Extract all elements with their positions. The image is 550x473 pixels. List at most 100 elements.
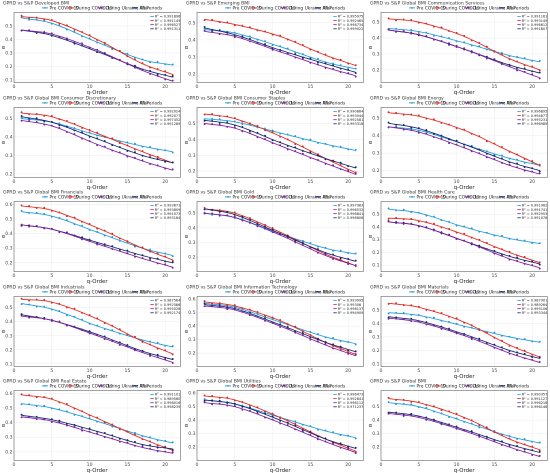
- data-point: [485, 248, 488, 251]
- data-point: [50, 318, 53, 321]
- data-point: [339, 345, 342, 348]
- data-point: [387, 110, 390, 113]
- data-point: [523, 161, 526, 164]
- data-point: [409, 320, 412, 322]
- data-point: [515, 346, 518, 349]
- data-point: [302, 332, 305, 335]
- data-point: [409, 113, 412, 116]
- r-squared-value: R² = 0.995975: [338, 15, 364, 19]
- data-point: [477, 239, 480, 241]
- y-tick-label: 0.5: [5, 217, 12, 223]
- y-tick-label: 0.1: [372, 263, 379, 269]
- data-point: [530, 441, 533, 444]
- data-point: [50, 34, 53, 37]
- legend-marker: [436, 290, 439, 293]
- data-point: [65, 130, 68, 133]
- data-point: [470, 227, 473, 230]
- legend-label: During Ukraine War: [289, 100, 332, 106]
- data-point: [523, 451, 526, 453]
- data-point: [347, 435, 350, 438]
- data-point: [317, 245, 320, 248]
- data-point: [523, 157, 526, 160]
- data-point: [500, 145, 503, 148]
- data-point: [88, 135, 91, 138]
- data-point: [164, 255, 167, 258]
- data-point: [149, 250, 152, 253]
- r-squared-value: R² = 0.998016: [155, 401, 181, 405]
- data-point: [440, 35, 443, 38]
- data-point: [493, 50, 495, 53]
- r-squared-value: R² = 0.998606: [338, 216, 364, 220]
- data-point: [149, 153, 152, 156]
- data-point: [211, 212, 214, 215]
- data-point: [440, 325, 443, 328]
- r-squared-value: R² = 0.999022: [338, 27, 364, 31]
- data-point: [164, 252, 167, 255]
- data-point: [324, 67, 327, 69]
- data-point: [133, 441, 136, 444]
- data-point: [500, 235, 503, 238]
- data-point: [355, 264, 357, 267]
- data-point: [111, 434, 114, 437]
- r-squared-value: R² = 0.990357: [521, 393, 547, 397]
- data-point: [43, 418, 46, 421]
- data-point: [88, 130, 91, 133]
- r-squared-value: R² = 0.993318: [338, 122, 364, 126]
- y-tick-label: 0.3: [5, 153, 12, 159]
- y-tick-label: 0.4: [189, 37, 196, 43]
- data-point: [234, 125, 237, 128]
- data-point: [324, 142, 327, 145]
- r-squared-background: [149, 13, 180, 32]
- r-squared-value: R² = 0.990864: [338, 109, 364, 113]
- data-point: [538, 171, 541, 174]
- data-point: [156, 450, 159, 453]
- data-point: [211, 112, 214, 115]
- data-point: [493, 59, 495, 62]
- data-point: [508, 255, 511, 257]
- data-point: [417, 416, 420, 419]
- data-point: [171, 361, 174, 364]
- data-point: [302, 152, 305, 155]
- data-point: [20, 116, 23, 119]
- data-point: [28, 212, 31, 215]
- data-point: [156, 68, 159, 71]
- chart-title: GPRD vs S&P Global BMI Real Estate: [3, 379, 87, 385]
- data-point: [432, 25, 435, 28]
- data-point: [500, 161, 503, 164]
- data-point: [394, 403, 397, 406]
- y-tick-label: 0.2: [189, 72, 196, 78]
- data-point: [294, 241, 297, 244]
- data-point: [530, 166, 533, 169]
- data-point: [96, 317, 99, 320]
- data-point: [219, 400, 221, 403]
- y-axis-label: α: [2, 329, 6, 335]
- data-point: [65, 423, 68, 426]
- r-squared-value: R² = 0.996895: [521, 109, 547, 113]
- data-point: [455, 417, 458, 420]
- data-point: [156, 148, 159, 151]
- x-tick-label: 10: [453, 84, 459, 90]
- x-tick-label: 0: [379, 273, 382, 279]
- data-point: [88, 427, 91, 430]
- data-point: [317, 252, 320, 254]
- data-point: [249, 40, 252, 43]
- legend-label: During Ukraine War: [472, 289, 515, 295]
- data-point: [538, 356, 541, 359]
- data-point: [317, 50, 320, 53]
- data-point: [302, 137, 305, 140]
- data-point: [347, 352, 350, 355]
- data-point: [447, 220, 450, 223]
- legend-label: During Ukraine War: [289, 194, 332, 200]
- data-point: [164, 78, 167, 81]
- x-tick-label: 10: [453, 368, 459, 374]
- data-point: [387, 125, 390, 128]
- data-point: [149, 66, 152, 69]
- data-point: [149, 61, 152, 64]
- data-point: [493, 246, 495, 249]
